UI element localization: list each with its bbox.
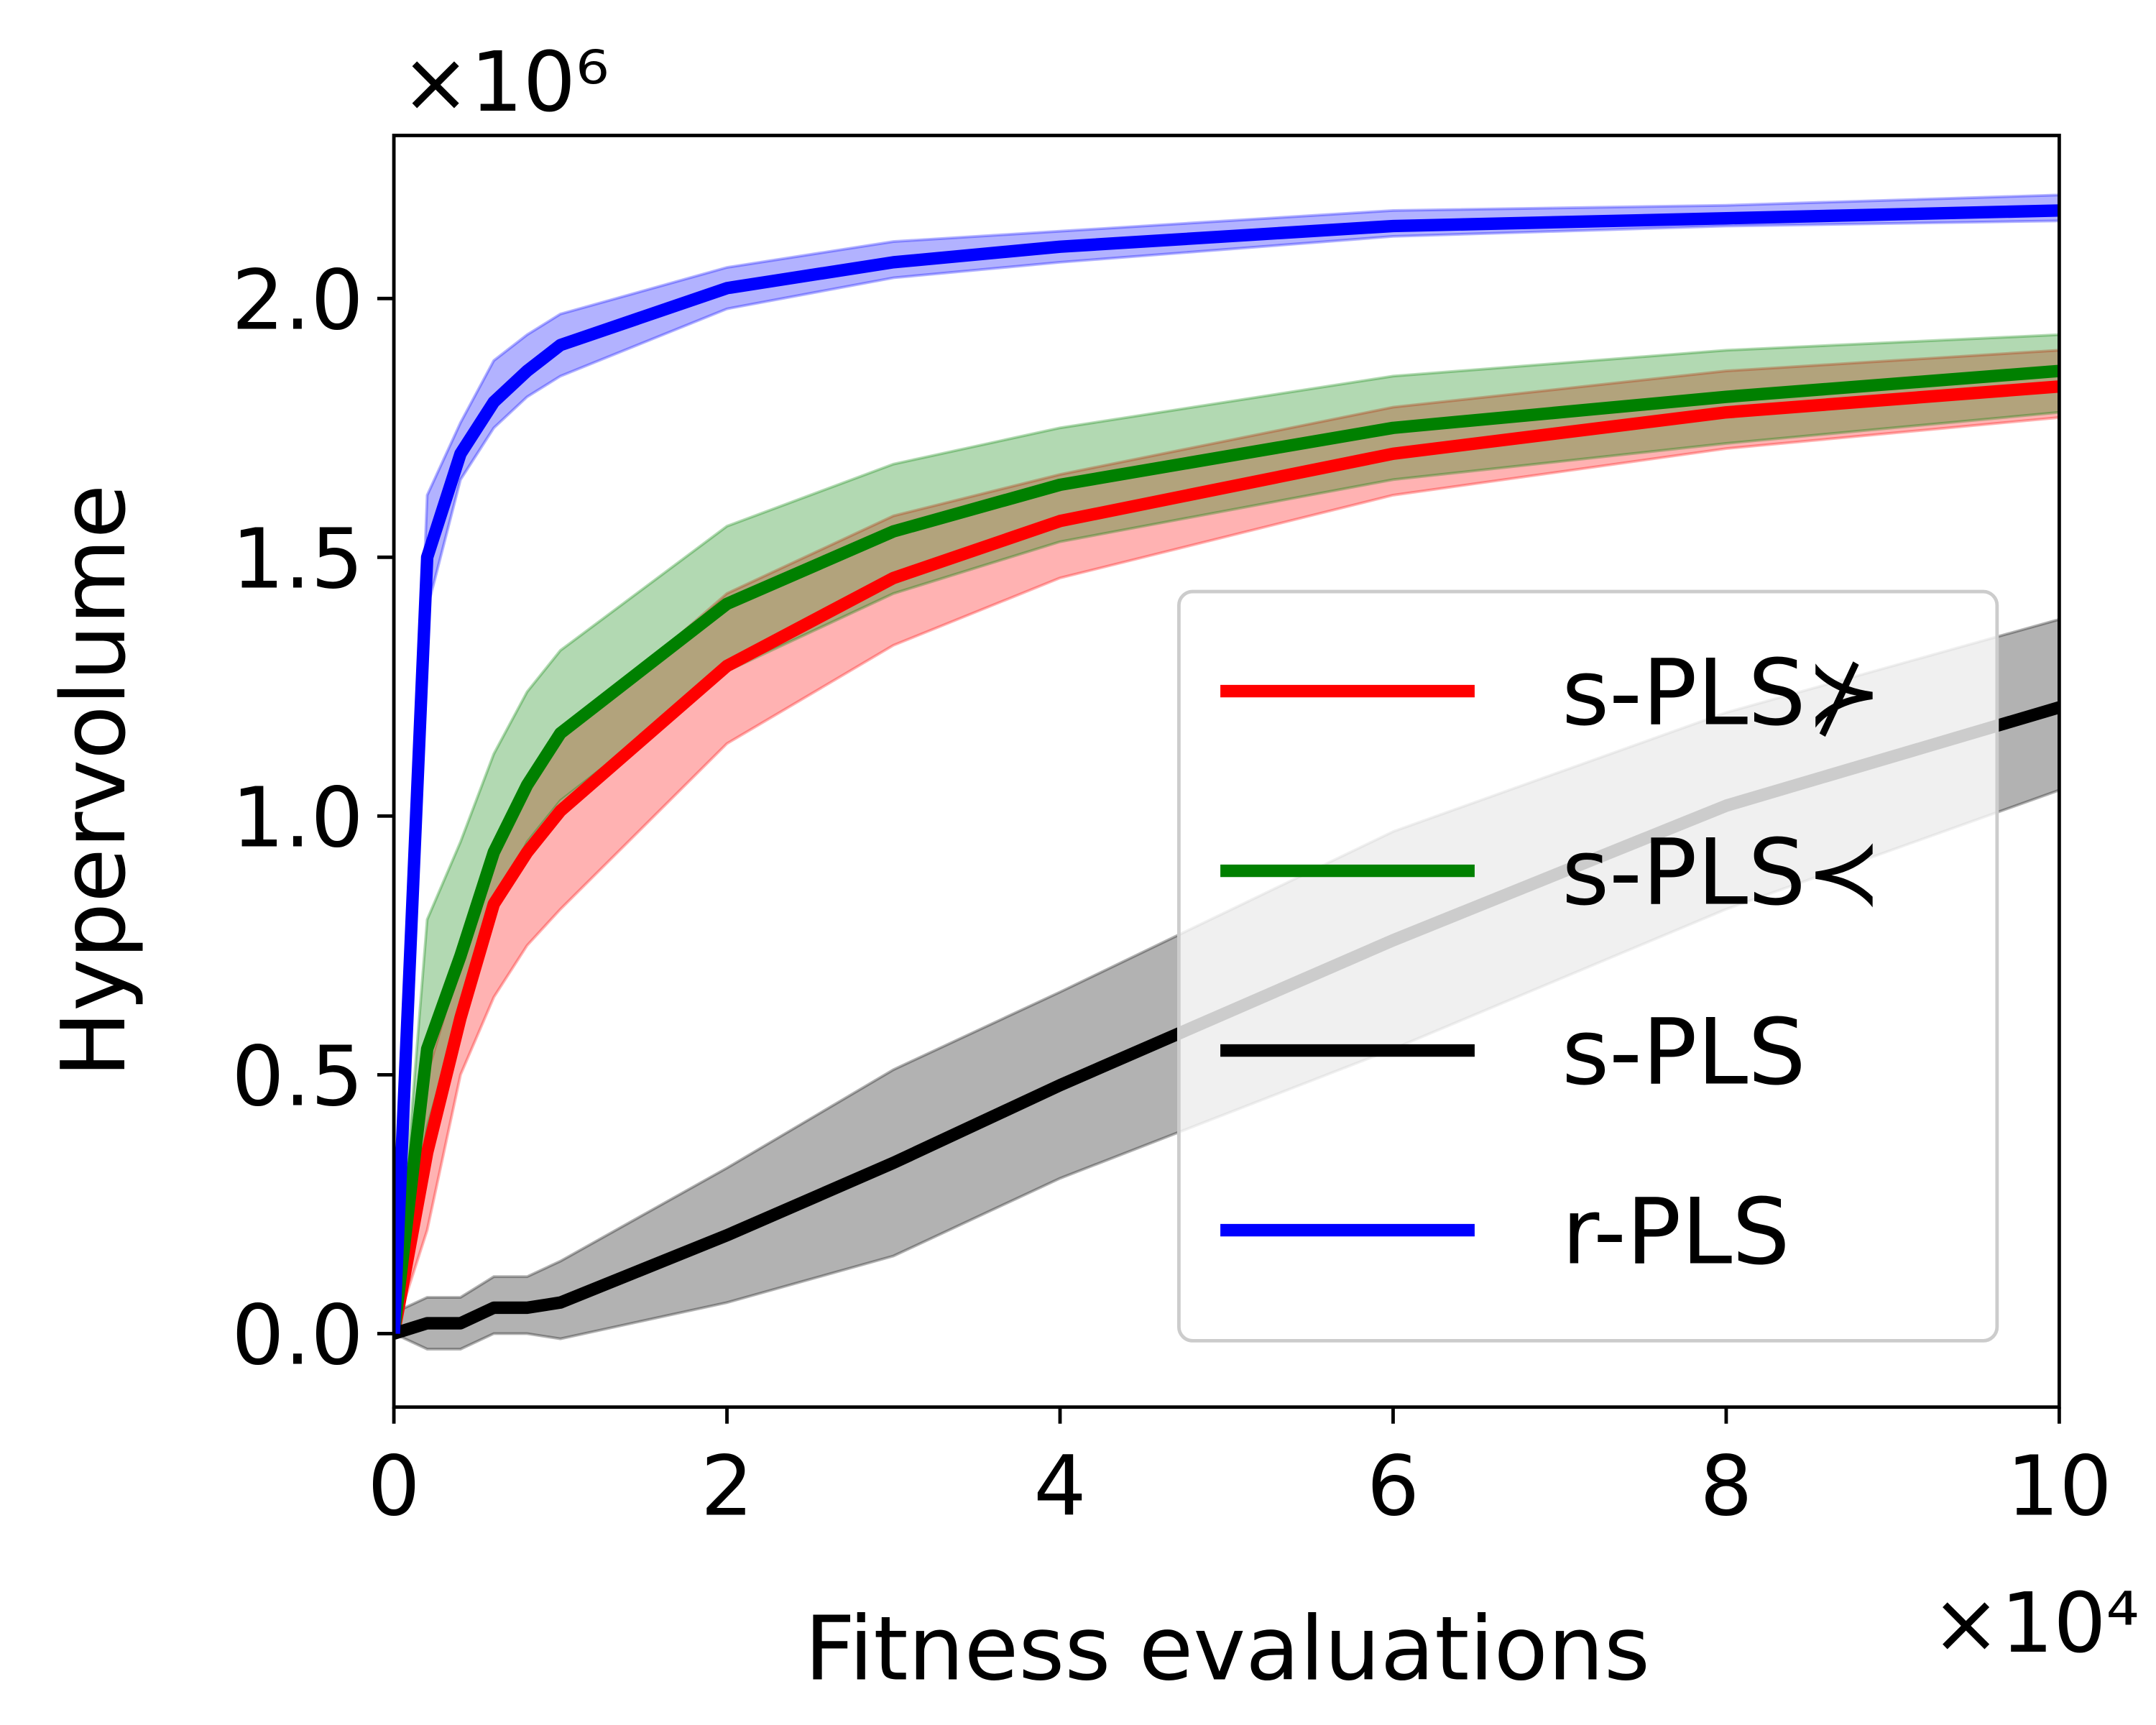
y-axis-label: Hypervolume (43, 484, 146, 1078)
line (394, 380, 2060, 1335)
legend-label: s-PLS≺ (1562, 819, 1882, 926)
y-offset-label: ×10⁶ (401, 34, 609, 131)
y-tick-label: 1.0 (231, 770, 364, 867)
legend-label: r-PLS (1562, 1179, 1790, 1285)
y-tick-label: 0.0 (231, 1288, 364, 1384)
legend-label: s-PLS (1562, 999, 1806, 1105)
error-band (394, 193, 2060, 1334)
legend-box (1176, 589, 1999, 1343)
x-axis-label: Fitness evaluations (804, 1598, 1650, 1701)
x-tick-label: 0 (367, 1439, 420, 1535)
line (394, 364, 2060, 1335)
y-tick-label: 0.5 (231, 1029, 364, 1126)
x-tick-label: 2 (701, 1439, 753, 1535)
legend: s-PLS⊁ s-PLS≺ s-PLS r-PLS (1176, 589, 1999, 1343)
y-tick-label: 1.5 (231, 512, 364, 608)
y-tick-label: 2.0 (231, 253, 364, 349)
plot-frame (392, 134, 2061, 1409)
x-offset-label: ×10⁴ (1931, 1576, 2139, 1672)
legend-label: s-PLS⊁ (1562, 640, 1882, 746)
x-tick-label: 10 (2007, 1439, 2112, 1535)
x-tick-label: 8 (1700, 1439, 1752, 1535)
x-tick-label: 6 (1367, 1439, 1419, 1535)
line (394, 204, 2060, 1334)
x-tick-label: 4 (1033, 1439, 1086, 1535)
